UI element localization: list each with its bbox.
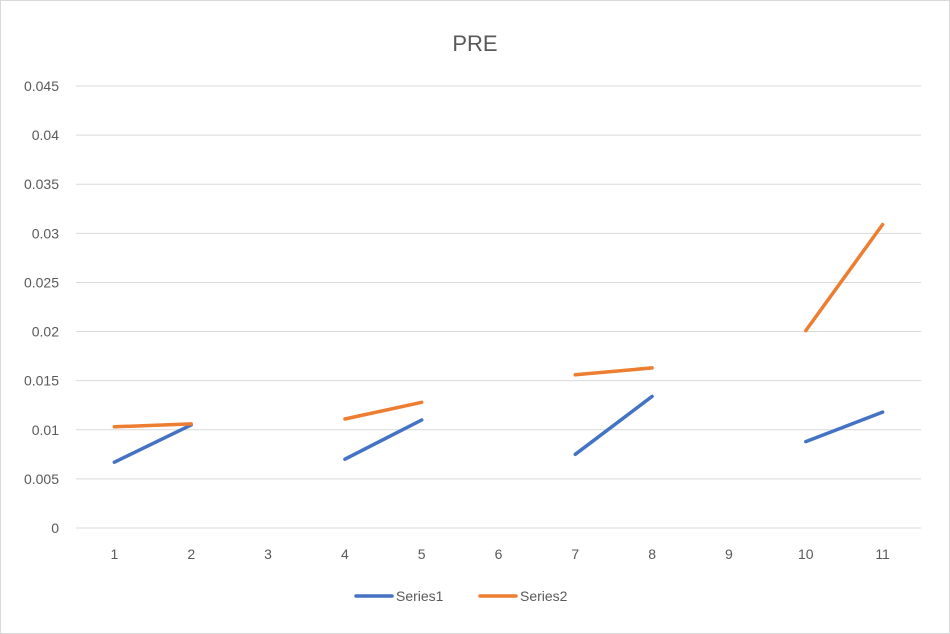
- series-line-series1: [804, 410, 885, 444]
- x-tick-label: 5: [418, 546, 426, 562]
- y-axis-ticks: 0 0.005 0.01 0.015 0.02 0.025 0.03 0.035 0.04 0.0…: [24, 78, 59, 536]
- y-tick-label: 0.005: [24, 471, 59, 487]
- x-tick-label: 10: [798, 546, 814, 562]
- chart-title: PRE: [452, 31, 497, 56]
- x-tick-label: 11: [875, 546, 890, 562]
- x-tick-label: 9: [725, 546, 733, 562]
- y-tick-label: 0.035: [24, 176, 59, 192]
- y-tick-label: 0: [51, 520, 59, 536]
- series-line-series2: [112, 422, 193, 429]
- y-tick-label: 0.045: [24, 78, 59, 94]
- x-tick-label: 6: [495, 546, 503, 562]
- y-tick-label: 0.015: [24, 373, 59, 389]
- x-tick-label: 1: [111, 546, 119, 562]
- y-tick-label: 0.03: [32, 225, 59, 241]
- legend-label-series1: Series1: [396, 588, 444, 604]
- x-tick-label: 2: [187, 546, 195, 562]
- series-line-series1: [343, 418, 424, 461]
- y-tick-label: 0.025: [24, 274, 59, 290]
- series-line-series1: [112, 423, 193, 464]
- series-lines: [112, 222, 885, 464]
- x-tick-label: 8: [648, 546, 656, 562]
- x-tick-label: 7: [571, 546, 579, 562]
- legend-label-series2: Series2: [520, 588, 568, 604]
- x-tick-label: 4: [341, 546, 349, 562]
- series-line-series1: [573, 394, 654, 457]
- series-line-series2: [804, 222, 885, 333]
- legend: Series1 Series2: [354, 588, 568, 604]
- x-axis-ticks: 1 2 3 4 5 6 7 8 9 10 11: [111, 546, 891, 562]
- y-tick-label: 0.04: [32, 127, 59, 143]
- gridlines: [76, 85, 921, 529]
- x-tick-label: 3: [264, 546, 272, 562]
- series-line-series2: [343, 400, 424, 421]
- y-tick-label: 0.02: [32, 324, 59, 340]
- series-line-series2: [573, 366, 654, 377]
- y-tick-label: 0.01: [32, 422, 59, 438]
